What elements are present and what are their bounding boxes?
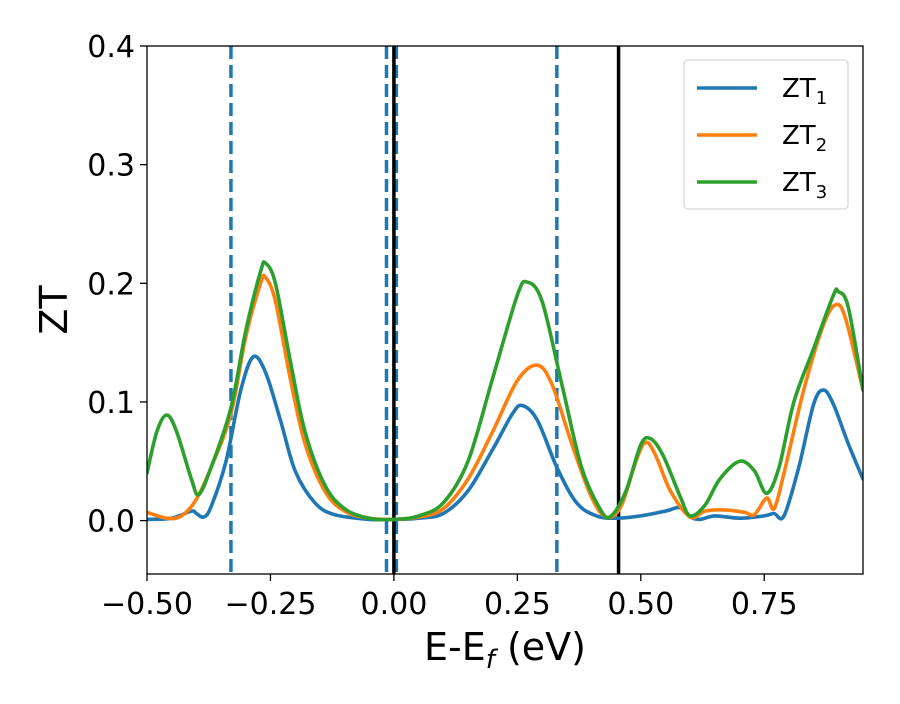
x-tick-label: 0.50 <box>607 587 674 622</box>
legend-box <box>683 59 849 210</box>
y-tick-label: 0.0 <box>87 505 135 540</box>
y-tick-label: 0.2 <box>87 267 135 302</box>
series-line-zt3 <box>147 260 863 522</box>
legend-label-zt2: ZT2 <box>782 121 827 156</box>
series-line-zt1 <box>147 354 863 522</box>
x-tick-label: 0.00 <box>360 587 427 622</box>
y-tick-label: 0.4 <box>87 30 135 65</box>
y-axis: 0.0 0.1 0.2 0.3 0.4 <box>87 30 147 540</box>
series-line-zt2 <box>147 273 863 522</box>
x-tick-label: 0.25 <box>484 587 551 622</box>
reference-lines <box>229 46 621 574</box>
x-tick-label: 0.75 <box>731 587 798 622</box>
x-tick-label: −0.25 <box>224 587 316 622</box>
x-tick-label: −0.50 <box>101 587 193 622</box>
legend-label-zt1: ZT1 <box>782 74 827 109</box>
x-axis-title: E-Ef (eV) <box>424 625 586 675</box>
y-tick-label: 0.3 <box>87 149 135 184</box>
legend: ZT1 ZT2 ZT3 <box>683 59 849 210</box>
plot-frame <box>146 45 864 575</box>
series-lines <box>147 260 863 522</box>
y-axis-title: ZT <box>32 285 76 335</box>
y-tick-label: 0.1 <box>87 386 135 421</box>
legend-label-zt3: ZT3 <box>782 168 827 203</box>
x-axis: −0.50 −0.25 0.00 0.25 0.50 0.75 <box>101 574 798 622</box>
